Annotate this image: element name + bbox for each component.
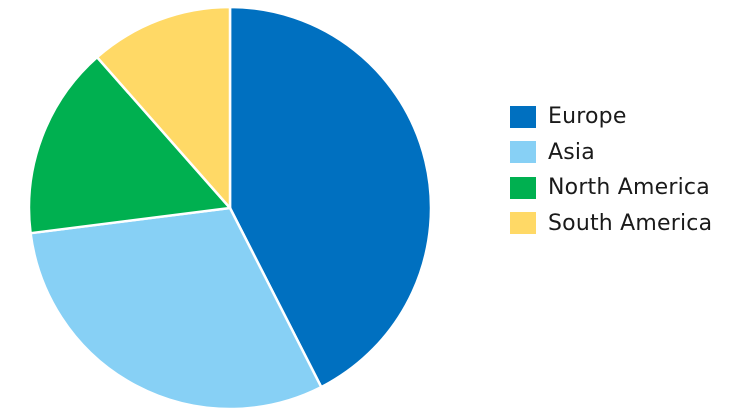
legend-item-asia: Asia (510, 135, 712, 171)
legend-label-north-america: North America (548, 175, 710, 201)
legend-item-south-america: South America (510, 206, 712, 242)
legend-swatch-asia (510, 141, 536, 164)
legend-item-north-america: North America (510, 170, 712, 206)
pie-slice-north-america (27, 55, 232, 235)
pie-slice-asia (29, 206, 323, 408)
pie-slice-south-america (95, 5, 232, 210)
legend-label-south-america: South America (548, 210, 713, 236)
legend-label-europe: Europe (548, 104, 627, 130)
legend-item-europe: Europe (510, 99, 712, 135)
legend: Europe Asia North America South America (510, 99, 712, 241)
pie-slice-europe (228, 5, 433, 389)
legend-swatch-north-america (510, 176, 536, 199)
legend-swatch-south-america (510, 212, 536, 235)
legend-label-asia: Asia (548, 139, 595, 165)
legend-swatch-europe (510, 105, 536, 128)
pie-chart (27, 5, 433, 408)
